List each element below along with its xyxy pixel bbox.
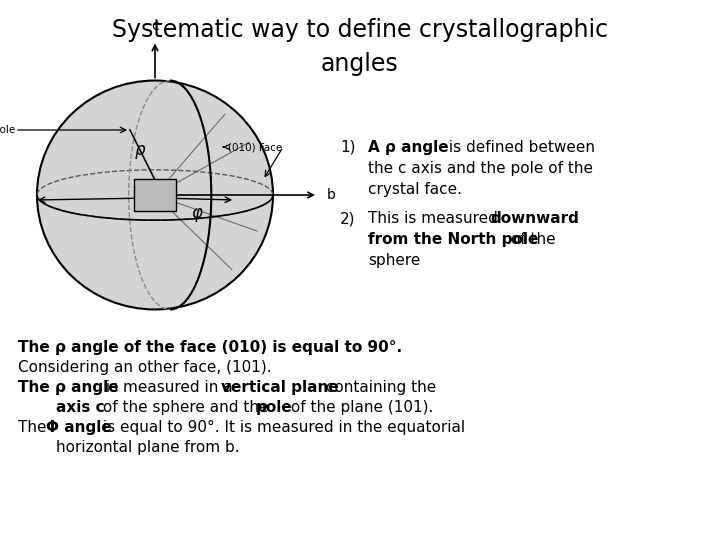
Text: φ: φ <box>192 204 202 222</box>
Text: angles: angles <box>321 52 399 76</box>
Text: Φ angle: Φ angle <box>46 420 112 435</box>
Text: This is measured: This is measured <box>368 211 503 226</box>
FancyBboxPatch shape <box>134 179 176 211</box>
Text: horizontal plane from b.: horizontal plane from b. <box>56 440 240 455</box>
Text: of the: of the <box>506 232 556 247</box>
Text: of the sphere and the: of the sphere and the <box>98 400 274 415</box>
Text: The ρ angle: The ρ angle <box>18 380 119 395</box>
Text: from the North pole: from the North pole <box>368 232 539 247</box>
Text: is defined between: is defined between <box>444 140 595 155</box>
Text: the c axis and the pole of the: the c axis and the pole of the <box>368 161 593 176</box>
Text: The ρ angle of the face (010) is equal to 90°.: The ρ angle of the face (010) is equal t… <box>18 340 402 355</box>
Text: Face Pole: Face Pole <box>0 125 15 135</box>
Text: containing the: containing the <box>321 380 436 395</box>
Text: A ρ angle: A ρ angle <box>368 140 449 155</box>
Text: downward: downward <box>490 211 579 226</box>
Text: is equal to 90°. It is measured in the equatorial: is equal to 90°. It is measured in the e… <box>98 420 465 435</box>
Text: is measured in a: is measured in a <box>101 380 238 395</box>
Text: c: c <box>151 18 159 32</box>
Text: (010) Face: (010) Face <box>228 142 282 152</box>
Text: vertical plane: vertical plane <box>221 380 338 395</box>
Text: Considering an other face, (101).: Considering an other face, (101). <box>18 360 271 375</box>
Text: crystal face.: crystal face. <box>368 182 462 197</box>
Ellipse shape <box>37 80 273 309</box>
Text: ρ: ρ <box>135 141 145 159</box>
Text: Systematic way to define crystallographic: Systematic way to define crystallographi… <box>112 18 608 42</box>
Text: 2): 2) <box>340 211 356 226</box>
Text: The: The <box>18 420 51 435</box>
Text: pole: pole <box>256 400 293 415</box>
Text: b: b <box>327 188 336 202</box>
Text: sphere: sphere <box>368 253 420 268</box>
Text: axis c: axis c <box>56 400 104 415</box>
Text: 1): 1) <box>340 140 356 155</box>
Text: of the plane (101).: of the plane (101). <box>286 400 433 415</box>
